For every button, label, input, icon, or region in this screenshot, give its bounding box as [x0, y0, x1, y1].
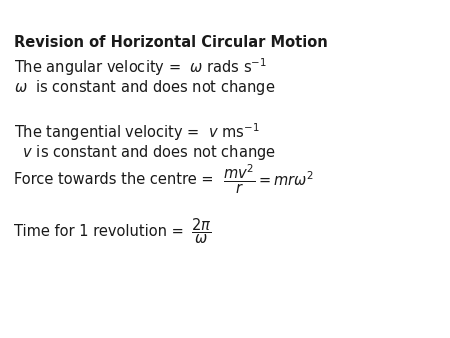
Text: Time for 1 revolution =: Time for 1 revolution = [14, 224, 188, 239]
Text: Force towards the centre =: Force towards the centre = [14, 172, 218, 187]
Text: The tangential velocity =  $v$ ms$^{-1}$: The tangential velocity = $v$ ms$^{-1}$ [14, 122, 259, 143]
Text: $\dfrac{2\pi}{\omega}$: $\dfrac{2\pi}{\omega}$ [191, 217, 212, 246]
Text: $v$ is constant and does not change: $v$ is constant and does not change [18, 143, 276, 162]
Text: $\dfrac{mv^2}{r} = mr\omega^2$: $\dfrac{mv^2}{r} = mr\omega^2$ [223, 163, 314, 196]
Text: Revision of Horizontal Circular Motion: Revision of Horizontal Circular Motion [14, 35, 327, 50]
Text: $\omega$  is constant and does not change: $\omega$ is constant and does not change [14, 78, 275, 97]
Text: The angular velocity =  $\omega$ rads s$^{-1}$: The angular velocity = $\omega$ rads s$^… [14, 57, 266, 78]
